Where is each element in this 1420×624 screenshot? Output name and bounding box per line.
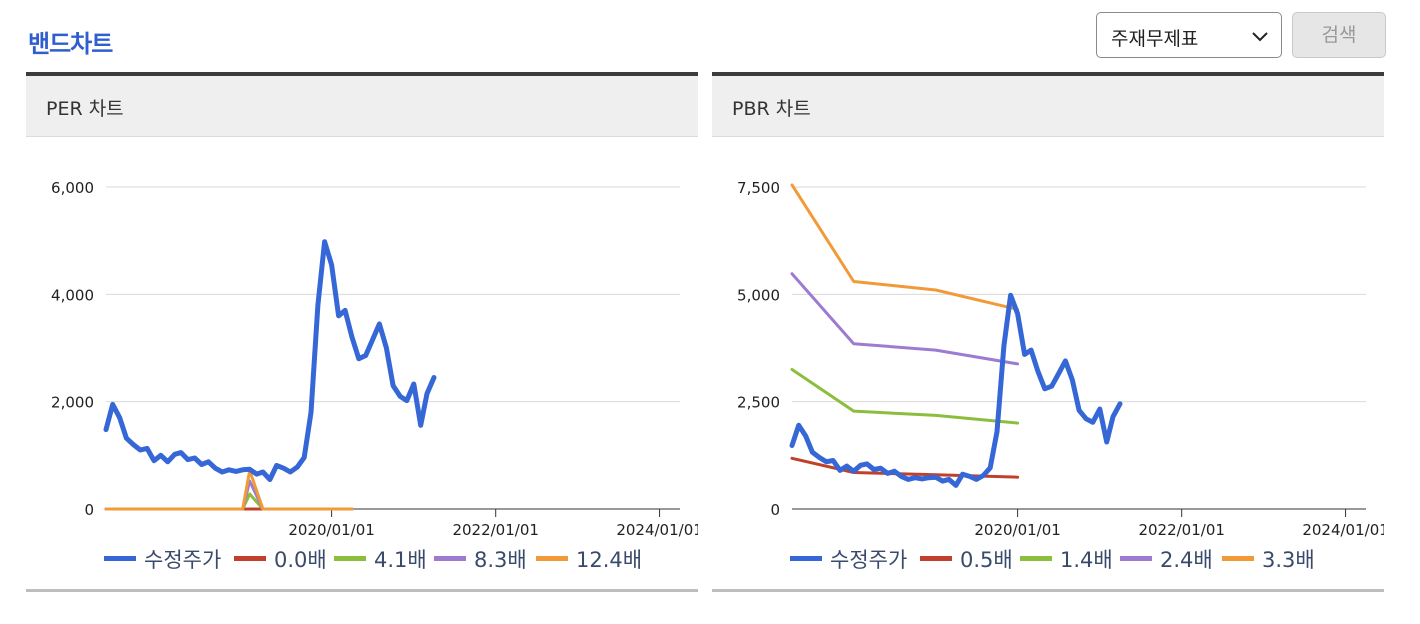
x-tick-label: 2020/01/01 [288, 521, 374, 539]
legend-swatch [234, 556, 266, 561]
x-tick-label: 2024/01/01 [1302, 521, 1384, 539]
legend-label: 4.1배 [374, 548, 427, 572]
series-line-band-4 [104, 468, 354, 511]
panel-bottom-rule [712, 589, 1384, 592]
legend-swatch [1222, 556, 1254, 561]
legend-label: 수정주가 [144, 548, 222, 572]
legend-swatch [920, 556, 952, 561]
chevron-down-icon [1252, 32, 1268, 42]
series-line-band-2 [790, 368, 1020, 425]
legend-label: 8.3배 [474, 548, 527, 572]
series-line-price [103, 239, 437, 482]
legend-swatch [1020, 556, 1052, 561]
x-tick-label: 2024/01/01 [616, 521, 698, 539]
y-tick-label: 2,000 [51, 394, 94, 412]
y-tick-label: 7,500 [737, 179, 780, 197]
series-line-band-3 [790, 272, 1020, 366]
legend-label: 3.3배 [1262, 548, 1315, 572]
panel-bottom-rule [26, 589, 698, 592]
panel-title: PBR 차트 [732, 98, 811, 120]
x-tick-label: 2022/01/01 [452, 521, 538, 539]
y-tick-label: 0 [770, 501, 780, 519]
y-tick-label: 2,500 [737, 394, 780, 412]
legend-label: 1.4배 [1060, 548, 1113, 572]
legend-label: 2.4배 [1160, 548, 1213, 572]
page-title: 밴드차트 [28, 30, 113, 58]
legend-swatch [104, 556, 136, 561]
series-line-band-4 [790, 183, 1020, 311]
y-tick-label: 4,000 [51, 286, 94, 304]
chart-legend: 수정주가 0.5배 1.4배 2.4배 3.3배 [712, 544, 1384, 574]
search-button[interactable]: 검색 [1292, 12, 1386, 58]
panel-title: PER 차트 [46, 98, 124, 120]
y-tick-label: 5,000 [737, 286, 780, 304]
series-line-price [789, 292, 1123, 488]
select-value: 주재무제표 [1111, 28, 1199, 50]
per-chart: 0 2,000 4,000 6,000 2020/01/01 2022/01/01 2024… [51, 179, 698, 539]
panel-top-rule [26, 72, 698, 76]
legend-label: 0.0배 [274, 548, 327, 572]
legend-swatch [790, 556, 822, 561]
series-line-band-2 [104, 492, 354, 511]
legend-label: 0.5배 [960, 548, 1013, 572]
panel-header: PBR 차트 [712, 76, 1384, 137]
series-line-band-3 [104, 479, 354, 511]
legend-swatch [334, 556, 366, 561]
legend-label: 12.4배 [576, 548, 643, 572]
legend-label: 수정주가 [830, 548, 908, 572]
y-tick-label: 0 [84, 501, 94, 519]
statement-type-select[interactable]: 주재무제표 [1096, 12, 1282, 58]
x-tick-label: 2022/01/01 [1138, 521, 1224, 539]
chart-legend: 수정주가 0.0배 4.1배 8.3배 12.4배 [26, 544, 698, 574]
legend-swatch [536, 556, 568, 561]
pbr-chart: 0 2,500 5,000 7,500 2020/01/01 2022/01/01 2024… [737, 179, 1384, 539]
per-chart-panel: PER 차트 0 2,000 4,000 6,000 2020/01/01 2022/01… [26, 72, 698, 592]
legend-swatch [434, 556, 466, 561]
legend-swatch [1120, 556, 1152, 561]
pbr-chart-panel: PBR 차트 0 2,500 5,000 7,500 2020/01/01 2022/01… [712, 72, 1384, 592]
y-tick-label: 6,000 [51, 179, 94, 197]
x-tick-label: 2020/01/01 [974, 521, 1060, 539]
panel-top-rule [712, 72, 1384, 76]
panel-header: PER 차트 [26, 76, 698, 137]
